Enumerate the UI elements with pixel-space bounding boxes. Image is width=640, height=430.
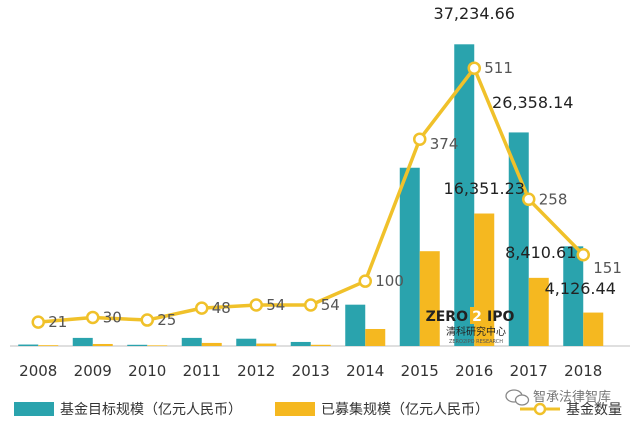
count-marker-2017 [522,192,536,207]
bar-target-2011 [181,337,202,346]
logo-digit: 2 [472,309,482,325]
count-label-2016: 511 [484,59,513,77]
bar-target-2009 [72,337,93,346]
count-marker-2009 [86,310,100,325]
bar-target-2015 [399,167,420,346]
x-tick-2011: 2011 [183,362,221,380]
count-marker-2013 [304,298,318,312]
bar-raised-2011 [201,342,222,346]
legend-swatch-marker [533,402,547,416]
bar-raised-2014 [365,328,386,346]
bar-raised-2008 [38,345,59,346]
x-tick-2018: 2018 [564,362,602,380]
logo-digit-box [470,307,484,324]
count-marker-2015 [413,132,427,146]
bars-layer [18,44,604,347]
bar-label-raised-2016: 16,351.23 [444,179,525,198]
count-label-2010: 25 [157,311,176,329]
bar-label-target-2016: 37,234.66 [434,4,515,23]
legend: 基金目标规模（亿元人民币） 已募集规模（亿元人民币） 基金数量 [14,401,622,418]
legend-label-raised: 已募集规模（亿元人民币） [321,401,489,418]
bar-target-2010 [127,344,148,346]
bar-raised-2010 [147,345,168,346]
bar-raised-2012 [256,343,277,346]
count-line-layer [31,61,590,329]
x-tick-2013: 2013 [292,362,330,380]
x-tick-2012: 2012 [237,362,275,380]
bar-label-raised-2017: 8,410.61 [505,243,576,262]
count-marker-2010 [140,313,154,327]
bar-label-raised-2018: 4,126.44 [545,279,616,298]
bar-raised-2015 [419,251,440,346]
bar-raised-2013 [310,344,331,346]
x-tick-2008: 2008 [19,362,57,380]
x-tick-labels: 2008 2009 2010 2011 2012 2013 2014 2015 2016 2017… [19,362,602,380]
x-tick-2015: 2015 [401,362,439,380]
count-label-2012: 54 [266,296,285,314]
count-label-2015: 374 [430,135,459,153]
count-marker-2008 [31,315,45,329]
bar-target-2008 [18,344,39,346]
bar-target-2013 [290,341,311,346]
wechat-mark: 智承法律智库 [505,389,611,406]
wechat-icon [505,389,530,406]
count-label-2014: 100 [375,272,404,290]
x-tick-2014: 2014 [346,362,384,380]
bar-target-2018 [563,246,584,346]
count-label-2011: 48 [212,299,231,317]
logo-text-right: IPO [487,309,514,325]
bar-target-2012 [236,338,257,346]
bar-target-2016 [454,44,475,347]
zero2ipo-logo: ZERO 2 IPO 清科研究中心 ZERO2IPO RESEARCH [426,307,514,345]
legend-label-count: 基金数量 [566,401,622,418]
count-label-2008: 21 [48,313,67,331]
count-marker-2014 [358,274,372,288]
bar-raised-2009 [92,343,113,346]
bar-raised-2017 [528,277,549,346]
count-marker-2016 [467,61,481,75]
legend-label-target: 基金目标规模（亿元人民币） [60,401,242,418]
x-tick-2010: 2010 [128,362,166,380]
logo-small-text: ZERO2IPO RESEARCH [449,339,503,345]
x-tick-2017: 2017 [510,362,548,380]
count-label-2009: 30 [103,308,122,326]
count-marker-2012 [249,298,263,312]
x-tick-2009: 2009 [74,362,112,380]
count-marker-2011 [195,301,209,315]
logo-text-left: ZERO [426,309,468,325]
bar-target-2014 [345,304,366,346]
data-labels: 21 30 25 48 54 54 100 374 511 258 151 37,234.66 26,3… [48,4,622,331]
legend-swatch-raised [275,402,315,416]
legend-swatch-target [14,402,54,416]
bar-raised-2018 [583,312,604,346]
x-tick-2016: 2016 [455,362,493,380]
wechat-text: 智承法律智库 [533,389,611,405]
bar-label-target-2017: 26,358.14 [492,93,573,112]
count-label-2018: 151 [593,259,622,277]
count-label-2013: 54 [321,296,340,314]
logo-subtitle: 清科研究中心 [446,325,506,338]
count-marker-2018 [576,248,590,262]
count-label-2017: 258 [539,190,568,208]
